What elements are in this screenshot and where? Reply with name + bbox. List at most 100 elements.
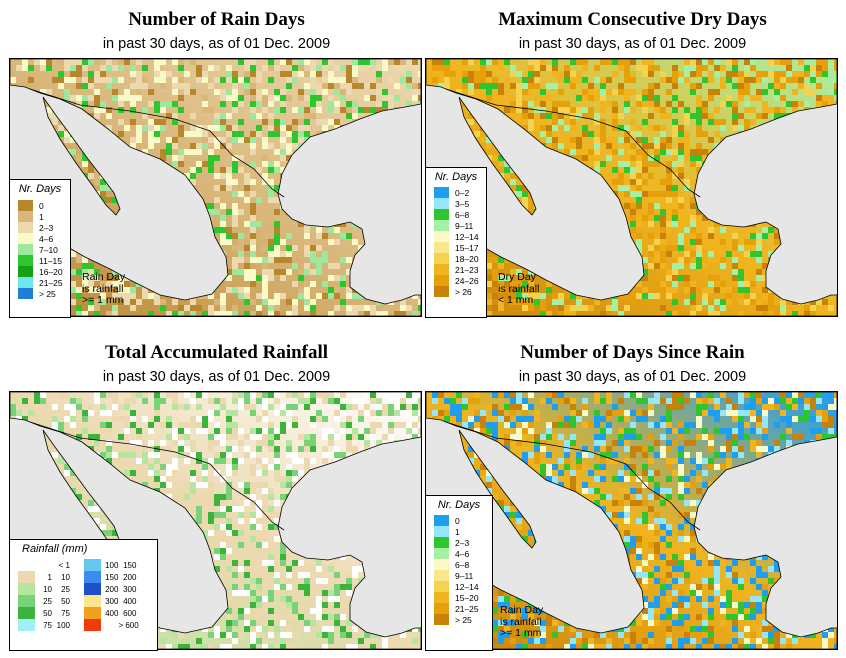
panel-days-since-rain: Number of Days Since Rain in past 30 day… xyxy=(425,333,840,655)
legend-label: > 25 xyxy=(455,614,472,625)
legend-item: 2–3 xyxy=(434,537,492,548)
legend-range-from: 50 xyxy=(43,608,52,618)
legend-swatch xyxy=(18,222,33,233)
legend-swatch xyxy=(434,570,449,581)
coastline xyxy=(10,392,421,649)
legend-swatch xyxy=(434,231,449,242)
legend-swatch xyxy=(84,571,102,583)
legend-swatch xyxy=(434,581,449,592)
legend-item: 400 600 xyxy=(84,607,136,619)
legend-item: < 1 xyxy=(18,559,70,571)
note-line: is rainfall xyxy=(500,615,542,628)
note-line: Dry Day xyxy=(498,271,536,283)
legend-title: Nr. Days xyxy=(18,183,62,195)
legend-swatch xyxy=(18,200,33,211)
legend-item: 100 150 xyxy=(84,559,136,571)
legend-swatch xyxy=(84,595,102,607)
legend-swatch xyxy=(434,209,449,220)
legend-range-from: 400 xyxy=(105,608,119,618)
legend-range-to: 600 xyxy=(123,608,137,618)
legend-swatch xyxy=(18,255,33,266)
note-line: >= 1 mm xyxy=(500,627,542,639)
legend-swatch xyxy=(18,233,33,244)
legend-item: 16–20 xyxy=(18,266,70,277)
legend-item: 1 xyxy=(434,526,492,537)
legend-item: 4–6 xyxy=(434,548,492,559)
legend: Nr. Days 0 1 2–3 4–6 7–10 11–15 16–20 21–25 > 25 xyxy=(9,179,71,318)
legend-swatch xyxy=(434,614,449,625)
legend-range-to: 100 xyxy=(56,620,70,630)
legend-swatch xyxy=(434,515,449,526)
legend-swatch xyxy=(18,211,33,222)
legend-range-to: 75 xyxy=(61,608,70,618)
legend-item: 6–8 xyxy=(434,559,492,570)
legend-swatch xyxy=(84,583,102,595)
land-raster xyxy=(10,59,421,316)
legend-swatch xyxy=(18,595,35,607)
coastline xyxy=(458,429,537,549)
legend-swatch xyxy=(84,607,102,619)
legend-range-to: 200 xyxy=(123,572,137,582)
panel-title: Maximum Consecutive Dry Days xyxy=(498,9,767,30)
legend-label: 0–2 xyxy=(455,187,470,198)
legend-item: 25 50 xyxy=(18,595,70,607)
legend-item: 150 200 xyxy=(84,571,136,583)
legend-item: 18–20 xyxy=(434,253,486,264)
legend-label: 18–20 xyxy=(455,253,479,264)
legend-label: 1 xyxy=(455,526,460,537)
panel-dry-days: Maximum Consecutive Dry Days in past 30 … xyxy=(425,0,840,322)
legend-range-to: 150 xyxy=(123,560,137,570)
note-line: Rain Day xyxy=(82,271,126,283)
legend-range-from: 10 xyxy=(43,584,52,594)
legend-item: 1 xyxy=(18,211,70,222)
legend-label: 3–5 xyxy=(455,198,470,209)
legend-range-to: 400 xyxy=(123,596,137,606)
coastline xyxy=(42,96,121,216)
legend-label: 16–20 xyxy=(39,266,63,277)
legend-item: 4–6 xyxy=(18,233,70,244)
legend-label: > 25 xyxy=(39,288,56,299)
legend-item: 12–14 xyxy=(434,231,486,242)
legend-label: 21–25 xyxy=(455,603,479,614)
legend-item: 300 400 xyxy=(84,595,136,607)
legend-item: 6–8 xyxy=(434,209,486,220)
legend-item: 9–11 xyxy=(434,220,486,231)
legend-label: 1 xyxy=(39,211,44,222)
legend-swatch xyxy=(84,559,102,571)
legend-item: 15–17 xyxy=(434,242,486,253)
note-line: is rainfall xyxy=(82,282,124,295)
legend-item: 75 100 xyxy=(18,619,70,631)
legend-swatch xyxy=(434,198,449,209)
panel-subtitle: in past 30 days, as of 01 Dec. 2009 xyxy=(102,369,331,385)
legend-label: 0 xyxy=(455,515,460,526)
legend-item: 24–26 xyxy=(434,275,486,286)
legend-item: 0 xyxy=(434,515,492,526)
legend-swatch xyxy=(18,277,33,288)
legend-swatch xyxy=(434,537,449,548)
legend-swatch xyxy=(18,559,35,571)
legend-label: 15–17 xyxy=(455,242,479,253)
map-days-since-rain xyxy=(425,391,838,650)
legend-item: 50 75 xyxy=(18,607,70,619)
legend-range-from: 300 xyxy=(105,596,119,606)
legend-swatch xyxy=(18,244,33,255)
legend-label: 9–11 xyxy=(455,570,474,581)
legend-range-to: 10 xyxy=(61,572,70,582)
coastline xyxy=(458,96,537,216)
us-mexico-border xyxy=(445,421,701,531)
legend-swatch xyxy=(434,592,449,603)
legend-range-to: < 1 xyxy=(58,560,70,570)
legend-swatch xyxy=(18,583,35,595)
legend-swatch xyxy=(434,264,449,275)
coastline xyxy=(426,59,837,316)
legend-item: 1 10 xyxy=(18,571,70,583)
legend-label: 12–14 xyxy=(455,581,479,592)
legend-item: 0 xyxy=(18,200,70,211)
legend-swatch xyxy=(434,275,449,286)
legend-label: 24–26 xyxy=(455,275,479,286)
legend-label: 11–15 xyxy=(39,255,63,266)
panel-title: Number of Rain Days xyxy=(128,9,305,30)
legend-item: > 25 xyxy=(18,288,70,299)
legend-swatch xyxy=(84,619,102,631)
legend-swatch xyxy=(18,619,35,631)
